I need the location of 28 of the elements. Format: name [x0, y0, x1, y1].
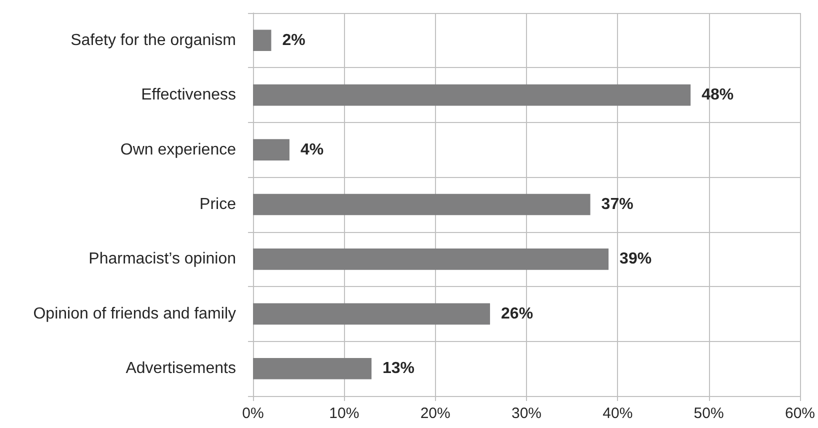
bar [253, 358, 372, 380]
bar [253, 139, 290, 160]
y-tick-label: Price [200, 196, 236, 213]
data-label: 37% [601, 196, 634, 213]
x-tick-label: 10% [329, 405, 360, 422]
x-tick-label: 20% [420, 405, 450, 422]
bar [253, 194, 590, 216]
data-label: 2% [282, 32, 306, 49]
y-tick-label: Opinion of friends and family [33, 305, 236, 322]
bar [253, 303, 490, 325]
y-tick-label: Own experience [120, 141, 236, 158]
x-tick-label: 50% [694, 405, 724, 422]
data-label: 39% [620, 250, 652, 268]
data-label: 13% [382, 360, 415, 378]
data-label: 48% [702, 86, 734, 104]
bar [253, 30, 272, 52]
bar [253, 84, 691, 106]
x-tick-label: 0% [242, 405, 264, 422]
data-label: 4% [300, 141, 324, 158]
data-label: 26% [501, 305, 534, 322]
y-tick-label: Pharmacist’s opinion [88, 250, 236, 268]
y-tick-label: Effectiveness [141, 86, 236, 104]
x-tick-label: 30% [511, 405, 542, 422]
y-tick-label: Safety for the organism [70, 32, 236, 49]
x-tick-label: 40% [602, 405, 633, 422]
y-tick-label: Advertisements [126, 360, 236, 378]
x-tick-label: 60% [784, 405, 816, 422]
bar [253, 248, 609, 270]
